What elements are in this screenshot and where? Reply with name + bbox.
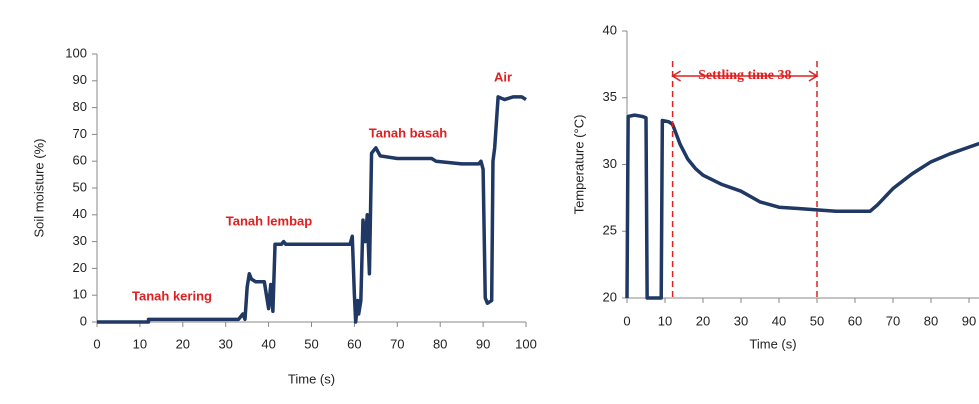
x-tick-label: 20 [176,336,190,351]
annotation: Tanah lembap [226,213,313,228]
y-tick-label: 40 [73,206,87,221]
annotation: Tanah kering [132,288,212,303]
data-line [625,113,979,300]
y-axis-label: Temperature (°C) [571,115,586,215]
x-tick-label: 30 [218,336,232,351]
x-tick-label: 90 [962,313,976,328]
y-tick-label: 20 [73,260,87,275]
x-tick-label: 40 [261,336,275,351]
y-tick-label: 10 [73,287,87,302]
y-tick-label: 100 [65,45,87,60]
x-tick-label: 60 [347,336,361,351]
x-tick-label: 60 [848,313,862,328]
y-tick-label: 25 [603,223,617,238]
y-tick-label: 0 [80,313,87,328]
y-tick-label: 90 [73,72,87,87]
y-tick-label: 20 [603,289,617,304]
annotation: Tanah basah [369,125,448,140]
x-tick-label: 0 [623,313,630,328]
y-tick-label: 80 [73,99,87,114]
x-tick-label: 40 [772,313,786,328]
x-tick-label: 90 [476,336,490,351]
arrow-head [671,70,819,82]
x-tick-label: 70 [886,313,900,328]
x-tick-label: 10 [133,336,147,351]
x-tick-label: 80 [924,313,938,328]
x-tick-label: 80 [433,336,447,351]
annotation: Air [494,69,512,84]
x-tick-label: 30 [734,313,748,328]
x-tick-label: 20 [696,313,710,328]
x-tick-label: 100 [515,336,537,351]
x-tick-label: 10 [658,313,672,328]
x-tick-label: 70 [390,336,404,351]
y-tick-label: 70 [73,126,87,141]
x-tick-label: 50 [810,313,824,328]
x-axis-label: Time (s) [749,336,796,351]
y-tick-label: 30 [603,156,617,171]
x-axis-label: Time (s) [288,371,335,386]
x-tick-label: 50 [304,336,318,351]
x-tick-label: 0 [93,336,100,351]
y-tick-label: 30 [73,233,87,248]
y-tick-label: 60 [73,153,87,168]
y-tick-label: 40 [603,22,617,37]
y-tick-label: 35 [603,89,617,104]
data-line [97,95,527,324]
y-axis-label: Soil moisture (%) [31,139,46,238]
y-tick-label: 50 [73,179,87,194]
